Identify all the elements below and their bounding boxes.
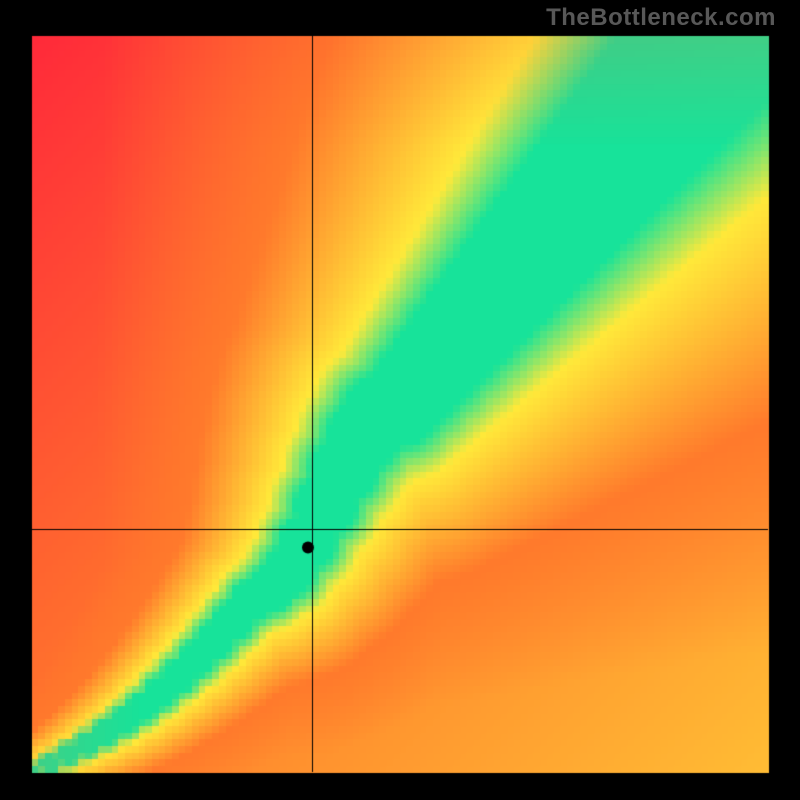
chart-container: TheBottleneck.com [0,0,800,800]
watermark-text: TheBottleneck.com [546,4,776,32]
bottleneck-heatmap-canvas [0,0,800,800]
